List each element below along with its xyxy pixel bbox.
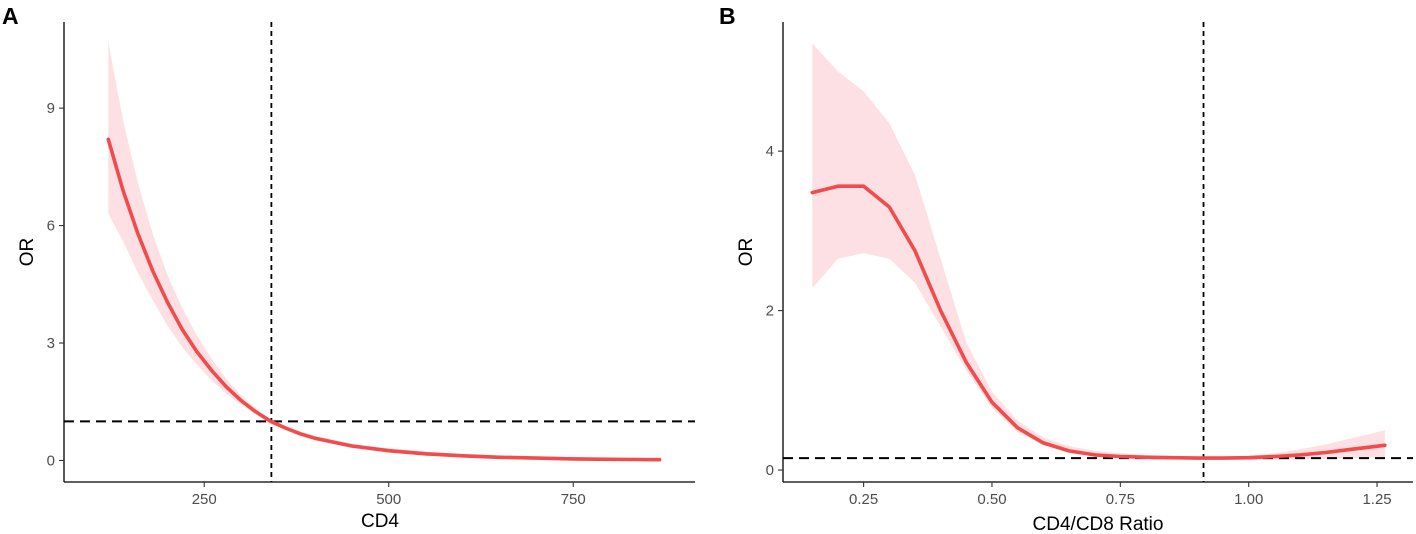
panel-a-x-tick-label: 500 [376, 491, 401, 508]
panel-a-y-axis-title: OR [17, 238, 38, 267]
panel-b-x-tick-label: 0.50 [977, 491, 1006, 508]
panel-label-b: B [719, 3, 736, 29]
panel-a-x-tick-label: 750 [561, 491, 586, 508]
panel-b-x-tick-label: 0.75 [1106, 491, 1135, 508]
panel-a-plot-area [64, 22, 695, 482]
panel-a-confidence-ribbon [108, 41, 660, 461]
panel-a-y-tick-label: 0 [47, 452, 55, 469]
panel-label-a: A [2, 3, 19, 29]
panel-b-y-tick-label: 2 [766, 303, 774, 320]
panel-b-y-tick-label: 0 [766, 462, 774, 479]
panel-b-ticks: 0.25 0.50 0.75 1.00 1.25 0 2 4 [766, 143, 1392, 508]
panel-b-confidence-ribbon [812, 43, 1385, 460]
panel-b-x-tick-label: 0.25 [849, 491, 878, 508]
panel-b-or-curve [810, 184, 1387, 460]
panel-b-x-axis-title: CD4/CD8 Ratio [1033, 514, 1164, 534]
panel-b-x-tick-label: 1.00 [1234, 491, 1263, 508]
panel-a: A 250 500 750 0 3 6 9 CD4 OR [2, 3, 695, 532]
panel-a-y-tick-label: 9 [47, 100, 55, 117]
panel-b-y-axis-title: OR [736, 238, 757, 267]
panel-a-x-tick-label: 250 [192, 491, 217, 508]
panel-b-plot-area [783, 22, 1413, 482]
panel-b-y-tick-label: 4 [766, 143, 774, 160]
panel-b-x-tick-label: 1.25 [1362, 491, 1391, 508]
panel-a-y-tick-label: 6 [47, 218, 55, 235]
panel-a-ticks: 250 500 750 0 3 6 9 [47, 100, 586, 508]
panel-a-or-curve [106, 137, 662, 462]
panel-a-y-tick-label: 3 [47, 335, 55, 352]
panel-a-x-axis-title: CD4 [361, 511, 399, 532]
